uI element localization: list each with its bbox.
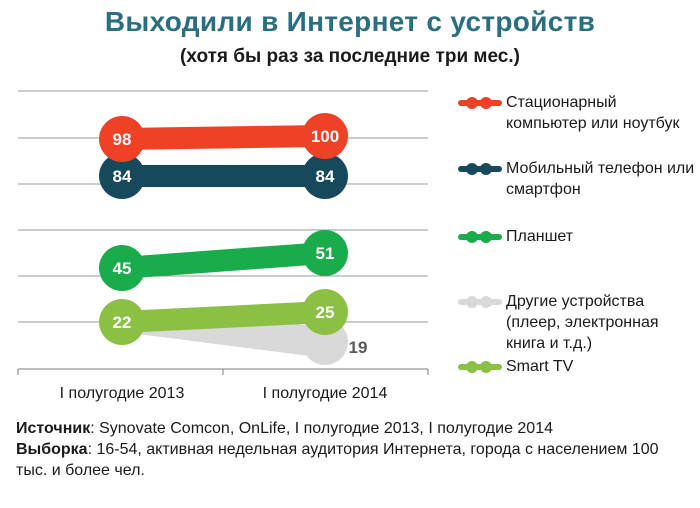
legend-marker-icon (456, 296, 504, 308)
sample-text: : 16-54, активная недельная аудитория Ин… (16, 441, 659, 479)
data-label: 84 (113, 167, 132, 186)
x-tick-label: I полугодие 2014 (263, 385, 388, 402)
data-point (302, 289, 348, 335)
data-label: 25 (316, 303, 335, 322)
data-label: 98 (113, 130, 132, 149)
data-point (99, 245, 145, 291)
data-label: 22 (113, 313, 132, 332)
legend-label: Мобильный телефон или смартфон (506, 160, 695, 198)
series-band (122, 242, 325, 279)
data-label: 84 (316, 167, 335, 186)
legend-marker-icon (456, 163, 504, 175)
data-point (302, 153, 348, 199)
chart-title: Выходили в Интернет с устройств (104, 6, 596, 37)
series-band (122, 165, 325, 187)
data-label: 45 (113, 259, 132, 278)
legend-label: Smart TV (506, 358, 574, 375)
source-label: Источник (16, 420, 91, 437)
sample-label: Выборка (16, 441, 88, 458)
legend-marker-icon (456, 361, 504, 373)
source-text: : Synovate Comcon, OnLife, I полугодие 2… (90, 420, 553, 437)
data-point (302, 230, 348, 276)
data-point (99, 116, 145, 162)
source-line: Источник: Synovate Comcon, OnLife, I пол… (16, 418, 686, 439)
data-label: 51 (316, 244, 335, 263)
legend-label: Планшет (506, 228, 574, 245)
data-point (99, 299, 145, 345)
legend-marker-icon (456, 231, 504, 243)
data-point (302, 113, 348, 159)
legend-marker-icon (456, 97, 504, 109)
series-band (122, 125, 325, 150)
chart: I полугодие 2013 I полугодие 2014 19 22 25 45… (17, 90, 429, 402)
x-tick-label: I полугодие 2013 (60, 385, 185, 402)
legend-label: Другие устройства (плеер, электронная кн… (506, 293, 659, 352)
chart-subtitle: (хотя бы раз за последние три мес.) (180, 46, 520, 67)
legend-label: Стационарный компьютер или ноутбук (506, 94, 680, 132)
data-point (99, 153, 145, 199)
source-note: Источник: Synovate Comcon, OnLife, I пол… (16, 418, 686, 481)
series-band (122, 301, 325, 333)
data-label: 19 (349, 338, 368, 357)
sample-line: Выборка: 16-54, активная недельная аудит… (16, 439, 686, 481)
data-label: 100 (311, 127, 339, 146)
